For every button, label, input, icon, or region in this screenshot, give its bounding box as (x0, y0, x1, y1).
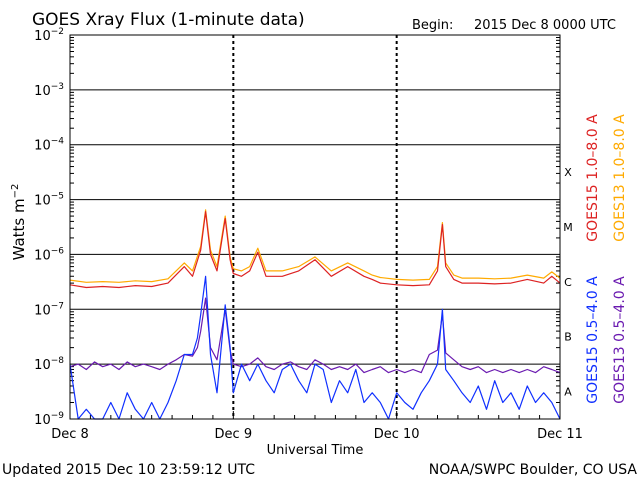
y-tick-exponent: −8 (51, 356, 65, 366)
y-axis-label-exponent: −2 (10, 184, 21, 199)
y-tick-base: 10 (34, 194, 51, 209)
flare-class-label: A (564, 386, 572, 399)
y-tick-base: 10 (34, 139, 51, 154)
series-lines (69, 209, 561, 420)
chart-title: GOES Xray Flux (1-minute data) (32, 10, 305, 30)
plot-frame (69, 34, 561, 420)
flare-class-label: X (564, 166, 572, 179)
y-tick-base: 10 (34, 84, 51, 99)
series-line (69, 209, 561, 283)
y-tick-label: 10−2 (34, 27, 64, 44)
flare-class-labels: X M C B A (563, 166, 573, 398)
y-tick-base: 10 (34, 29, 51, 44)
x-axis-label: Universal Time (267, 443, 364, 458)
y-tick-base: 10 (34, 358, 51, 373)
y-tick-label: 10−3 (34, 82, 64, 99)
y-tick-exponent: −6 (51, 246, 65, 256)
legend-entry: GOES15 1.0–8.0 A (585, 114, 601, 242)
legend-entry: GOES15 0.5–4.0 A (585, 276, 601, 404)
y-tick-label: 10−4 (34, 137, 64, 154)
x-tick-label: Dec 11 (537, 427, 583, 442)
flare-class-label: C (564, 276, 572, 289)
x-tick-label: Dec 9 (215, 427, 253, 442)
y-tick-base: 10 (34, 303, 51, 318)
y-tick-exponent: −3 (51, 82, 64, 92)
footer-credit: NOAA/SWPC Boulder, CO USA (429, 462, 638, 478)
y-tick-label: 10−9 (34, 411, 64, 428)
begin-value: 2015 Dec 8 0000 UTC (474, 18, 616, 33)
legend-entry: GOES13 0.5–4.0 A (612, 276, 628, 404)
legend: GOES15 1.0–8.0 A GOES13 1.0–8.0 A GOES15 0… (585, 114, 628, 404)
y-tick-label: 10−8 (34, 356, 64, 373)
series-line (69, 211, 561, 289)
flare-class-label: M (563, 221, 573, 234)
y-axis-label-base: Watts m (10, 198, 28, 260)
legend-entry: GOES13 1.0–8.0 A (612, 114, 628, 242)
begin-label: Begin: (412, 18, 453, 33)
y-tick-exponent: −2 (51, 27, 64, 37)
y-axis-label: Watts m−2 (10, 184, 28, 261)
grid-lines (69, 35, 561, 419)
y-tick-label: 10−6 (34, 246, 64, 263)
series-line (69, 275, 561, 420)
y-tick-exponent: −9 (51, 411, 65, 421)
x-tick-label: Dec 8 (51, 427, 89, 442)
series-line (69, 297, 561, 374)
y-tick-label: 10−5 (34, 192, 64, 209)
y-tick-labels: 10−210−310−410−510−610−710−810−9 (34, 27, 64, 428)
y-tick-exponent: −7 (51, 301, 64, 311)
x-tick-labels: Dec 8 Dec 9 Dec 10 Dec 11 (51, 427, 583, 442)
footer-updated: Updated 2015 Dec 10 23:59:12 UTC (2, 462, 255, 478)
y-tick-base: 10 (34, 248, 51, 263)
y-tick-exponent: −4 (51, 137, 65, 147)
y-tick-base: 10 (34, 413, 51, 428)
y-tick-exponent: −5 (51, 192, 64, 202)
flare-class-label: B (564, 331, 572, 344)
y-tick-label: 10−7 (34, 301, 64, 318)
x-tick-label: Dec 10 (374, 427, 420, 442)
